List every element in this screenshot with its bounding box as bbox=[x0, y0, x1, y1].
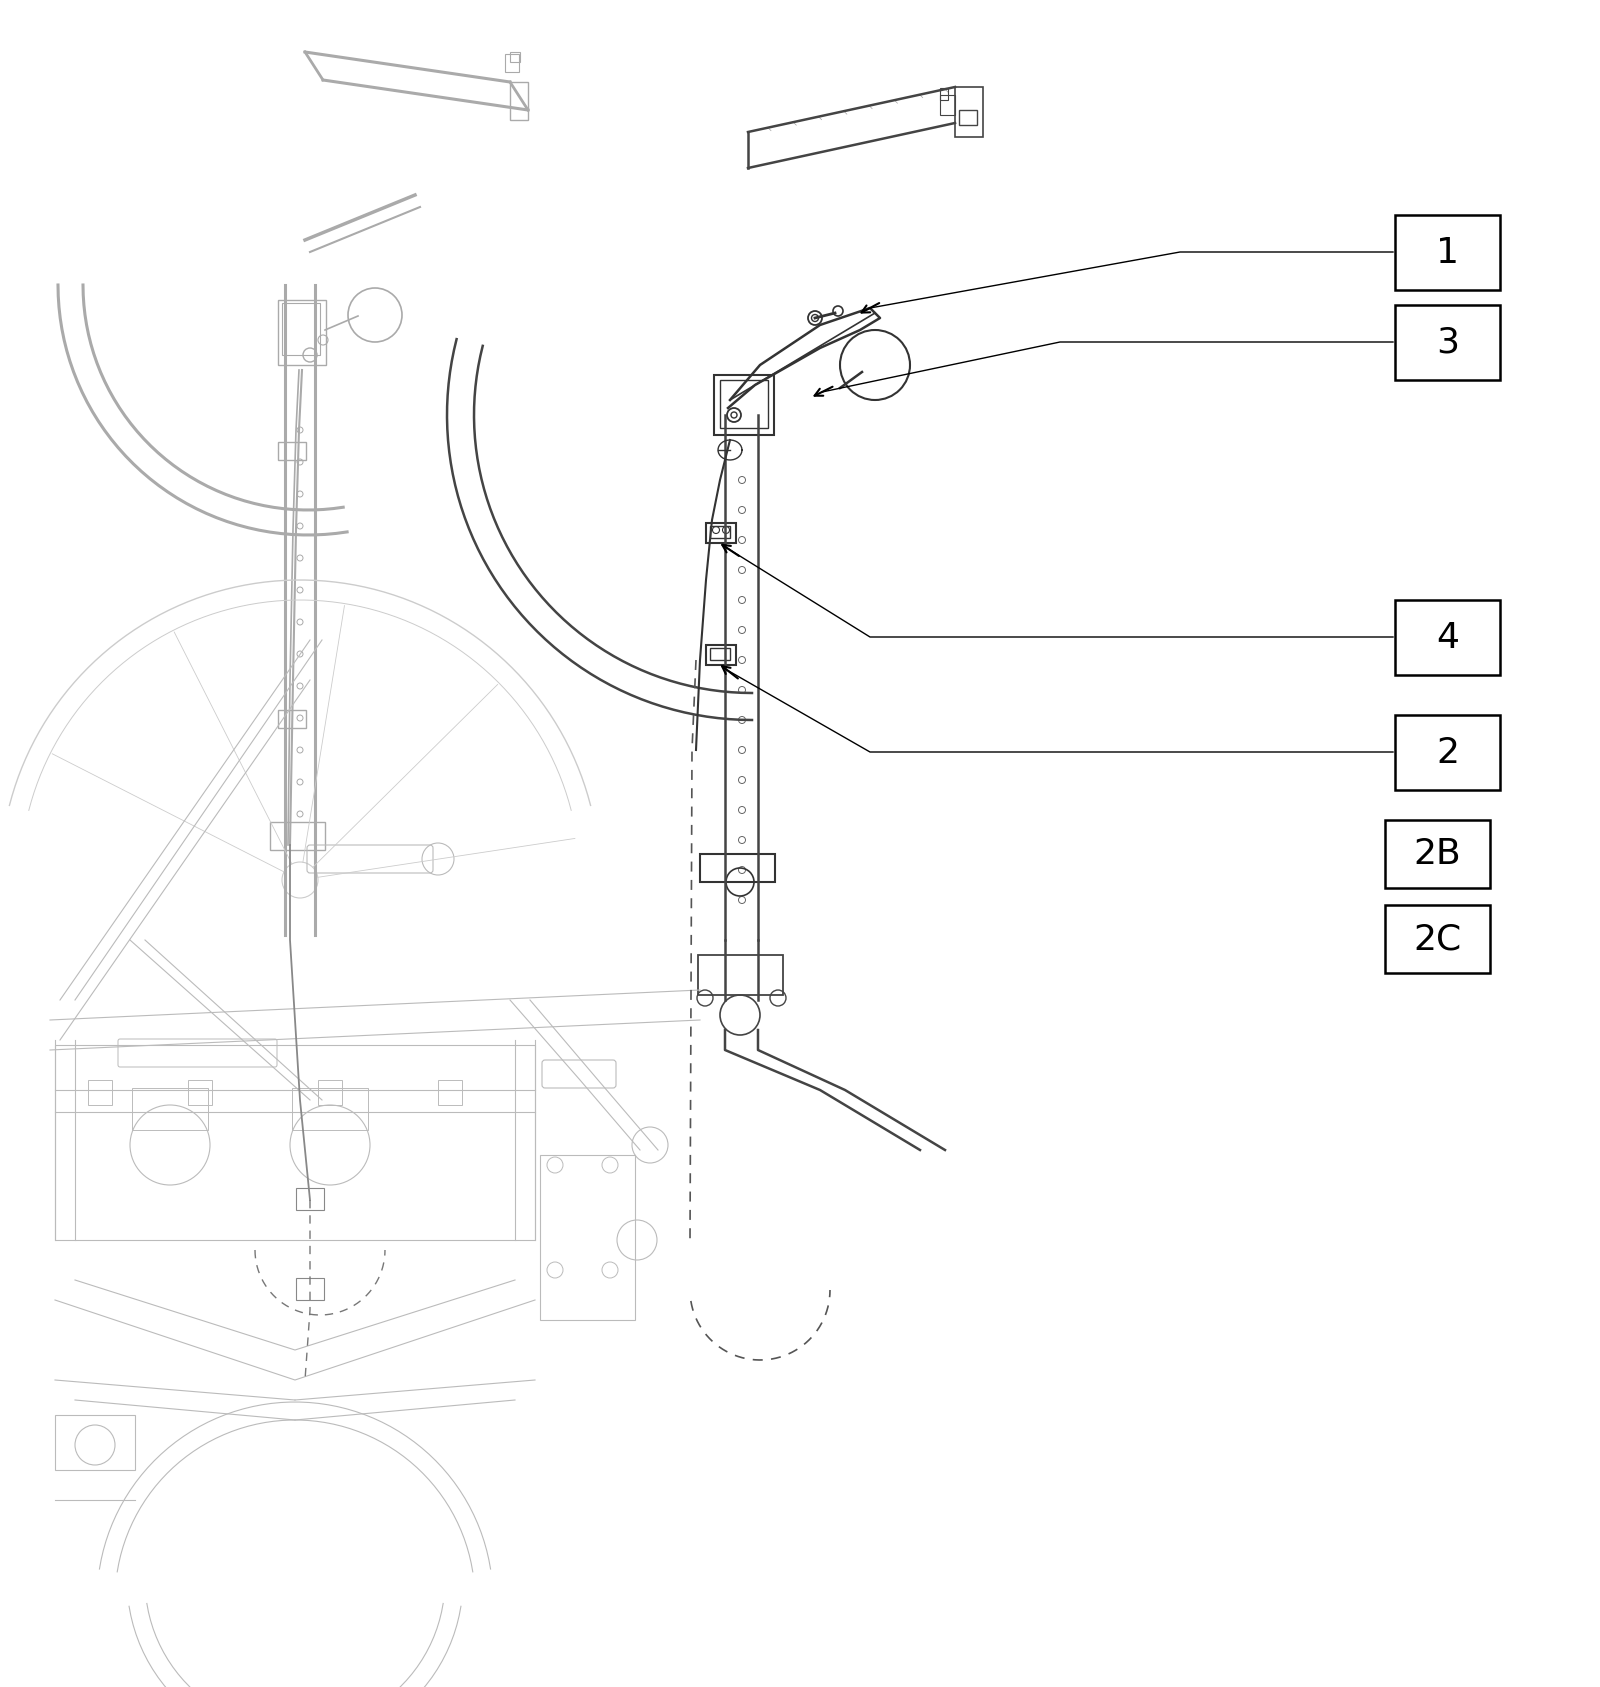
Bar bbox=[88, 1080, 112, 1105]
Bar bbox=[706, 644, 736, 665]
Bar bbox=[189, 1080, 211, 1105]
Bar bbox=[291, 1088, 368, 1130]
Bar bbox=[318, 1080, 342, 1105]
Bar bbox=[1395, 601, 1501, 675]
Bar bbox=[54, 1044, 534, 1240]
Circle shape bbox=[731, 412, 738, 418]
Bar bbox=[282, 304, 320, 354]
Bar bbox=[278, 442, 306, 461]
Text: 2C: 2C bbox=[1413, 923, 1462, 957]
Text: 4: 4 bbox=[1437, 621, 1459, 655]
Bar bbox=[955, 88, 982, 137]
Bar bbox=[1395, 214, 1501, 290]
Bar bbox=[278, 710, 306, 729]
Bar bbox=[270, 822, 325, 850]
Bar bbox=[941, 94, 955, 115]
Text: 2B: 2B bbox=[1414, 837, 1461, 870]
Bar bbox=[1395, 305, 1501, 380]
Bar bbox=[131, 1088, 208, 1130]
Text: 3: 3 bbox=[1437, 326, 1459, 359]
Bar bbox=[1386, 904, 1490, 973]
Bar bbox=[506, 54, 518, 73]
Bar bbox=[541, 1156, 635, 1319]
Bar bbox=[296, 1188, 323, 1210]
Bar bbox=[1386, 820, 1490, 887]
Bar bbox=[710, 648, 730, 660]
Circle shape bbox=[811, 314, 819, 322]
Text: 2: 2 bbox=[1437, 736, 1459, 769]
Bar bbox=[698, 955, 782, 995]
Bar bbox=[714, 375, 774, 435]
Text: 1: 1 bbox=[1437, 236, 1459, 270]
Bar bbox=[510, 52, 520, 62]
Bar bbox=[296, 1279, 323, 1301]
Bar bbox=[54, 1415, 134, 1469]
Bar bbox=[710, 526, 730, 538]
Bar bbox=[706, 523, 736, 543]
Bar bbox=[1395, 715, 1501, 790]
Bar bbox=[720, 380, 768, 428]
Bar bbox=[510, 83, 528, 120]
Bar bbox=[941, 88, 947, 100]
Bar bbox=[701, 854, 774, 882]
Bar bbox=[438, 1080, 462, 1105]
Bar bbox=[958, 110, 978, 125]
Bar bbox=[278, 300, 326, 364]
